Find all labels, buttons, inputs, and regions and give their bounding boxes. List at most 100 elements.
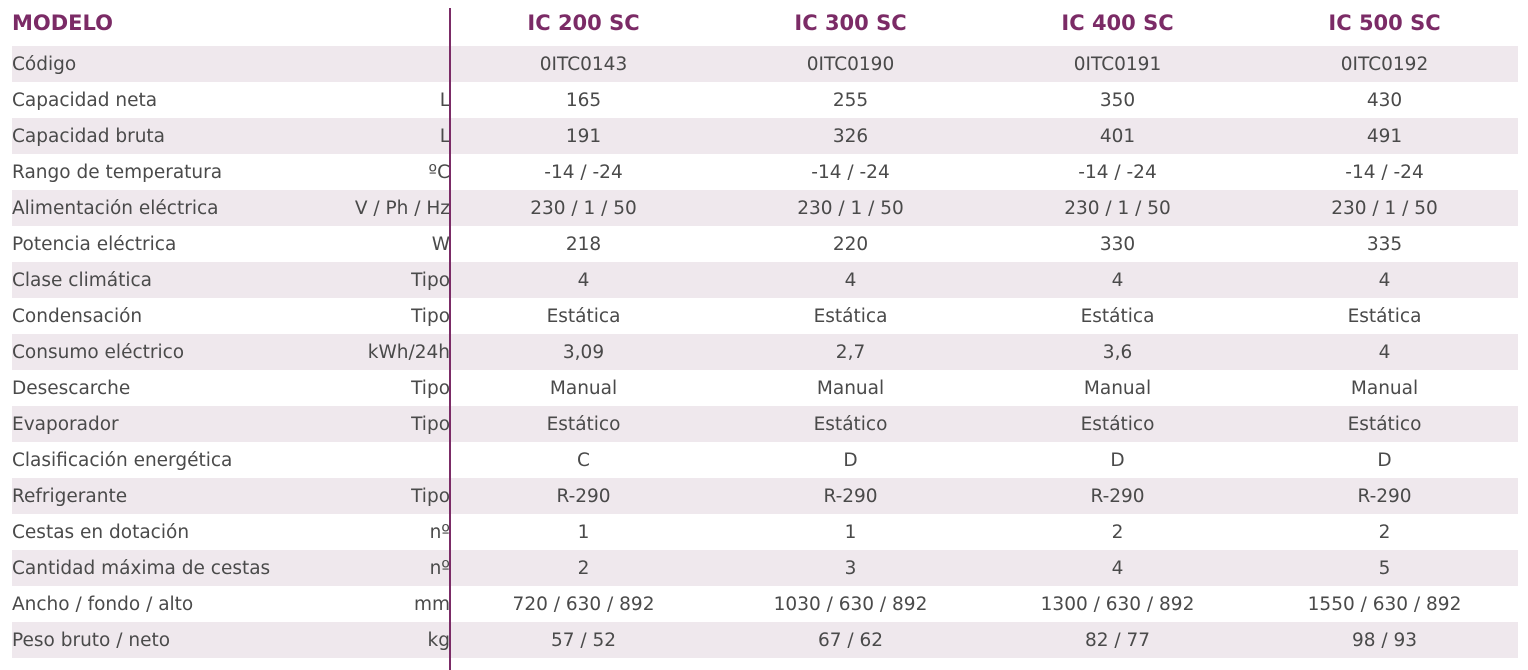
table-row: Ancho / fondo / alto mm 720 / 630 / 892 103… bbox=[12, 586, 1519, 622]
row-label: Peso bruto / neto bbox=[12, 622, 330, 658]
table-row: Peso bruto / neto kg 57 / 52 67 / 62 82 / 77… bbox=[12, 622, 1519, 658]
row-label: Evaporador bbox=[12, 406, 330, 442]
table-row: Evaporador Tipo Estático Estático Estático Es… bbox=[12, 406, 1519, 442]
row-value: 0ITC0190 bbox=[717, 46, 985, 82]
row-label: Capacidad bruta bbox=[12, 118, 330, 154]
row-value: 1 bbox=[717, 514, 985, 550]
row-value: 230 / 1 / 50 bbox=[717, 190, 985, 226]
row-value: Estática bbox=[717, 298, 985, 334]
row-value: 57 / 52 bbox=[450, 622, 718, 658]
spec-table: MODELO IC 200 SC IC 300 SC IC 400 SC IC … bbox=[12, 0, 1519, 658]
table-row: Clase climática Tipo 4 4 4 4 bbox=[12, 262, 1519, 298]
row-value: 3 bbox=[717, 550, 985, 586]
row-value: 82 / 77 bbox=[984, 622, 1252, 658]
model-name-3: IC 400 SC bbox=[1061, 11, 1174, 35]
row-value: D bbox=[717, 442, 985, 478]
row-value: 3,6 bbox=[984, 334, 1252, 370]
row-value: D bbox=[1251, 442, 1519, 478]
row-value: Manual bbox=[984, 370, 1252, 406]
row-value: 491 bbox=[1251, 118, 1519, 154]
row-value: 3,09 bbox=[450, 334, 718, 370]
row-value: Estática bbox=[1251, 298, 1519, 334]
model-name-4: IC 500 SC bbox=[1328, 11, 1441, 35]
table-row: Capacidad neta L 165 255 350 430 bbox=[12, 82, 1519, 118]
row-unit: Tipo bbox=[330, 262, 451, 298]
row-value: 4 bbox=[717, 262, 985, 298]
row-unit bbox=[330, 46, 451, 82]
row-value: R-290 bbox=[1251, 478, 1519, 514]
row-value: -14 / -24 bbox=[984, 154, 1252, 190]
header-row: MODELO IC 200 SC IC 300 SC IC 400 SC IC … bbox=[12, 0, 1518, 46]
row-value: 4 bbox=[1251, 262, 1519, 298]
row-unit: Tipo bbox=[330, 406, 451, 442]
row-value: 2 bbox=[1251, 514, 1519, 550]
row-value: 5 bbox=[1251, 550, 1519, 586]
row-value: 165 bbox=[450, 82, 718, 118]
row-value: 1300 / 630 / 892 bbox=[984, 586, 1252, 622]
row-unit: Tipo bbox=[330, 298, 451, 334]
column-divider bbox=[449, 8, 451, 670]
row-value: Estático bbox=[984, 406, 1252, 442]
row-unit: kg bbox=[330, 622, 451, 658]
row-label: Refrigerante bbox=[12, 478, 330, 514]
table-row: Rango de temperatura ºC -14 / -24 -14 / -24… bbox=[12, 154, 1519, 190]
table-row: Potencia eléctrica W 218 220 330 335 bbox=[12, 226, 1519, 262]
table-row: Condensación Tipo Estática Estática Estática… bbox=[12, 298, 1519, 334]
row-value: 330 bbox=[984, 226, 1252, 262]
row-value: 350 bbox=[984, 82, 1252, 118]
row-value: Estática bbox=[450, 298, 718, 334]
model-name-2: IC 300 SC bbox=[794, 11, 907, 35]
row-value: 4 bbox=[984, 550, 1252, 586]
row-unit: ºC bbox=[330, 154, 451, 190]
model-name-1: IC 200 SC bbox=[527, 11, 640, 35]
row-label: Cantidad máxima de cestas bbox=[12, 550, 330, 586]
table-row: Consumo eléctrico kWh/24h 3,09 2,7 3,6 4 bbox=[12, 334, 1519, 370]
table-row: Capacidad bruta L 191 326 401 491 bbox=[12, 118, 1519, 154]
row-value: 2 bbox=[450, 550, 718, 586]
row-value: 1550 / 630 / 892 bbox=[1251, 586, 1519, 622]
row-value: 1 bbox=[450, 514, 718, 550]
row-value: 255 bbox=[717, 82, 985, 118]
row-value: 430 bbox=[1251, 82, 1519, 118]
row-value: Manual bbox=[717, 370, 985, 406]
row-label: Desescarche bbox=[12, 370, 330, 406]
table-row: Cantidad máxima de cestas nº 2 3 4 5 bbox=[12, 550, 1519, 586]
row-value: 0ITC0143 bbox=[450, 46, 718, 82]
row-unit: nº bbox=[330, 550, 451, 586]
row-value: 191 bbox=[450, 118, 718, 154]
row-value: R-290 bbox=[717, 478, 985, 514]
table-row: Código 0ITC0143 0ITC0190 0ITC0191 0ITC0192 bbox=[12, 46, 1519, 82]
row-value: 1030 / 630 / 892 bbox=[717, 586, 985, 622]
row-value: 335 bbox=[1251, 226, 1519, 262]
row-value: 230 / 1 / 50 bbox=[450, 190, 718, 226]
row-value: 401 bbox=[984, 118, 1252, 154]
row-unit: Tipo bbox=[330, 370, 451, 406]
row-value: 0ITC0191 bbox=[984, 46, 1252, 82]
spec-body: Código 0ITC0143 0ITC0190 0ITC0191 0ITC0192 Ca… bbox=[12, 46, 1519, 658]
row-unit: kWh/24h bbox=[330, 334, 451, 370]
row-value: C bbox=[450, 442, 718, 478]
row-value: R-290 bbox=[984, 478, 1252, 514]
row-unit: L bbox=[330, 118, 451, 154]
table-row: Clasificación energética C D D D bbox=[12, 442, 1519, 478]
row-value: 4 bbox=[450, 262, 718, 298]
table-row: Cestas en dotación nº 1 1 2 2 bbox=[12, 514, 1519, 550]
row-value: 220 bbox=[717, 226, 985, 262]
row-value: D bbox=[984, 442, 1252, 478]
row-value: R-290 bbox=[450, 478, 718, 514]
row-unit: W bbox=[330, 226, 451, 262]
row-value: 2 bbox=[984, 514, 1252, 550]
row-value: 4 bbox=[1251, 334, 1519, 370]
row-value: 218 bbox=[450, 226, 718, 262]
row-value: -14 / -24 bbox=[717, 154, 985, 190]
row-unit: L bbox=[330, 82, 451, 118]
row-value: Estático bbox=[450, 406, 718, 442]
row-value: 230 / 1 / 50 bbox=[984, 190, 1252, 226]
table-row: Alimentación eléctrica V / Ph / Hz 230 / 1… bbox=[12, 190, 1519, 226]
row-value: -14 / -24 bbox=[450, 154, 718, 190]
row-label: Consumo eléctrico bbox=[12, 334, 330, 370]
row-value: 98 / 93 bbox=[1251, 622, 1519, 658]
row-unit bbox=[330, 442, 451, 478]
table-row: Desescarche Tipo Manual Manual Manual Manual bbox=[12, 370, 1519, 406]
row-unit: nº bbox=[330, 514, 451, 550]
